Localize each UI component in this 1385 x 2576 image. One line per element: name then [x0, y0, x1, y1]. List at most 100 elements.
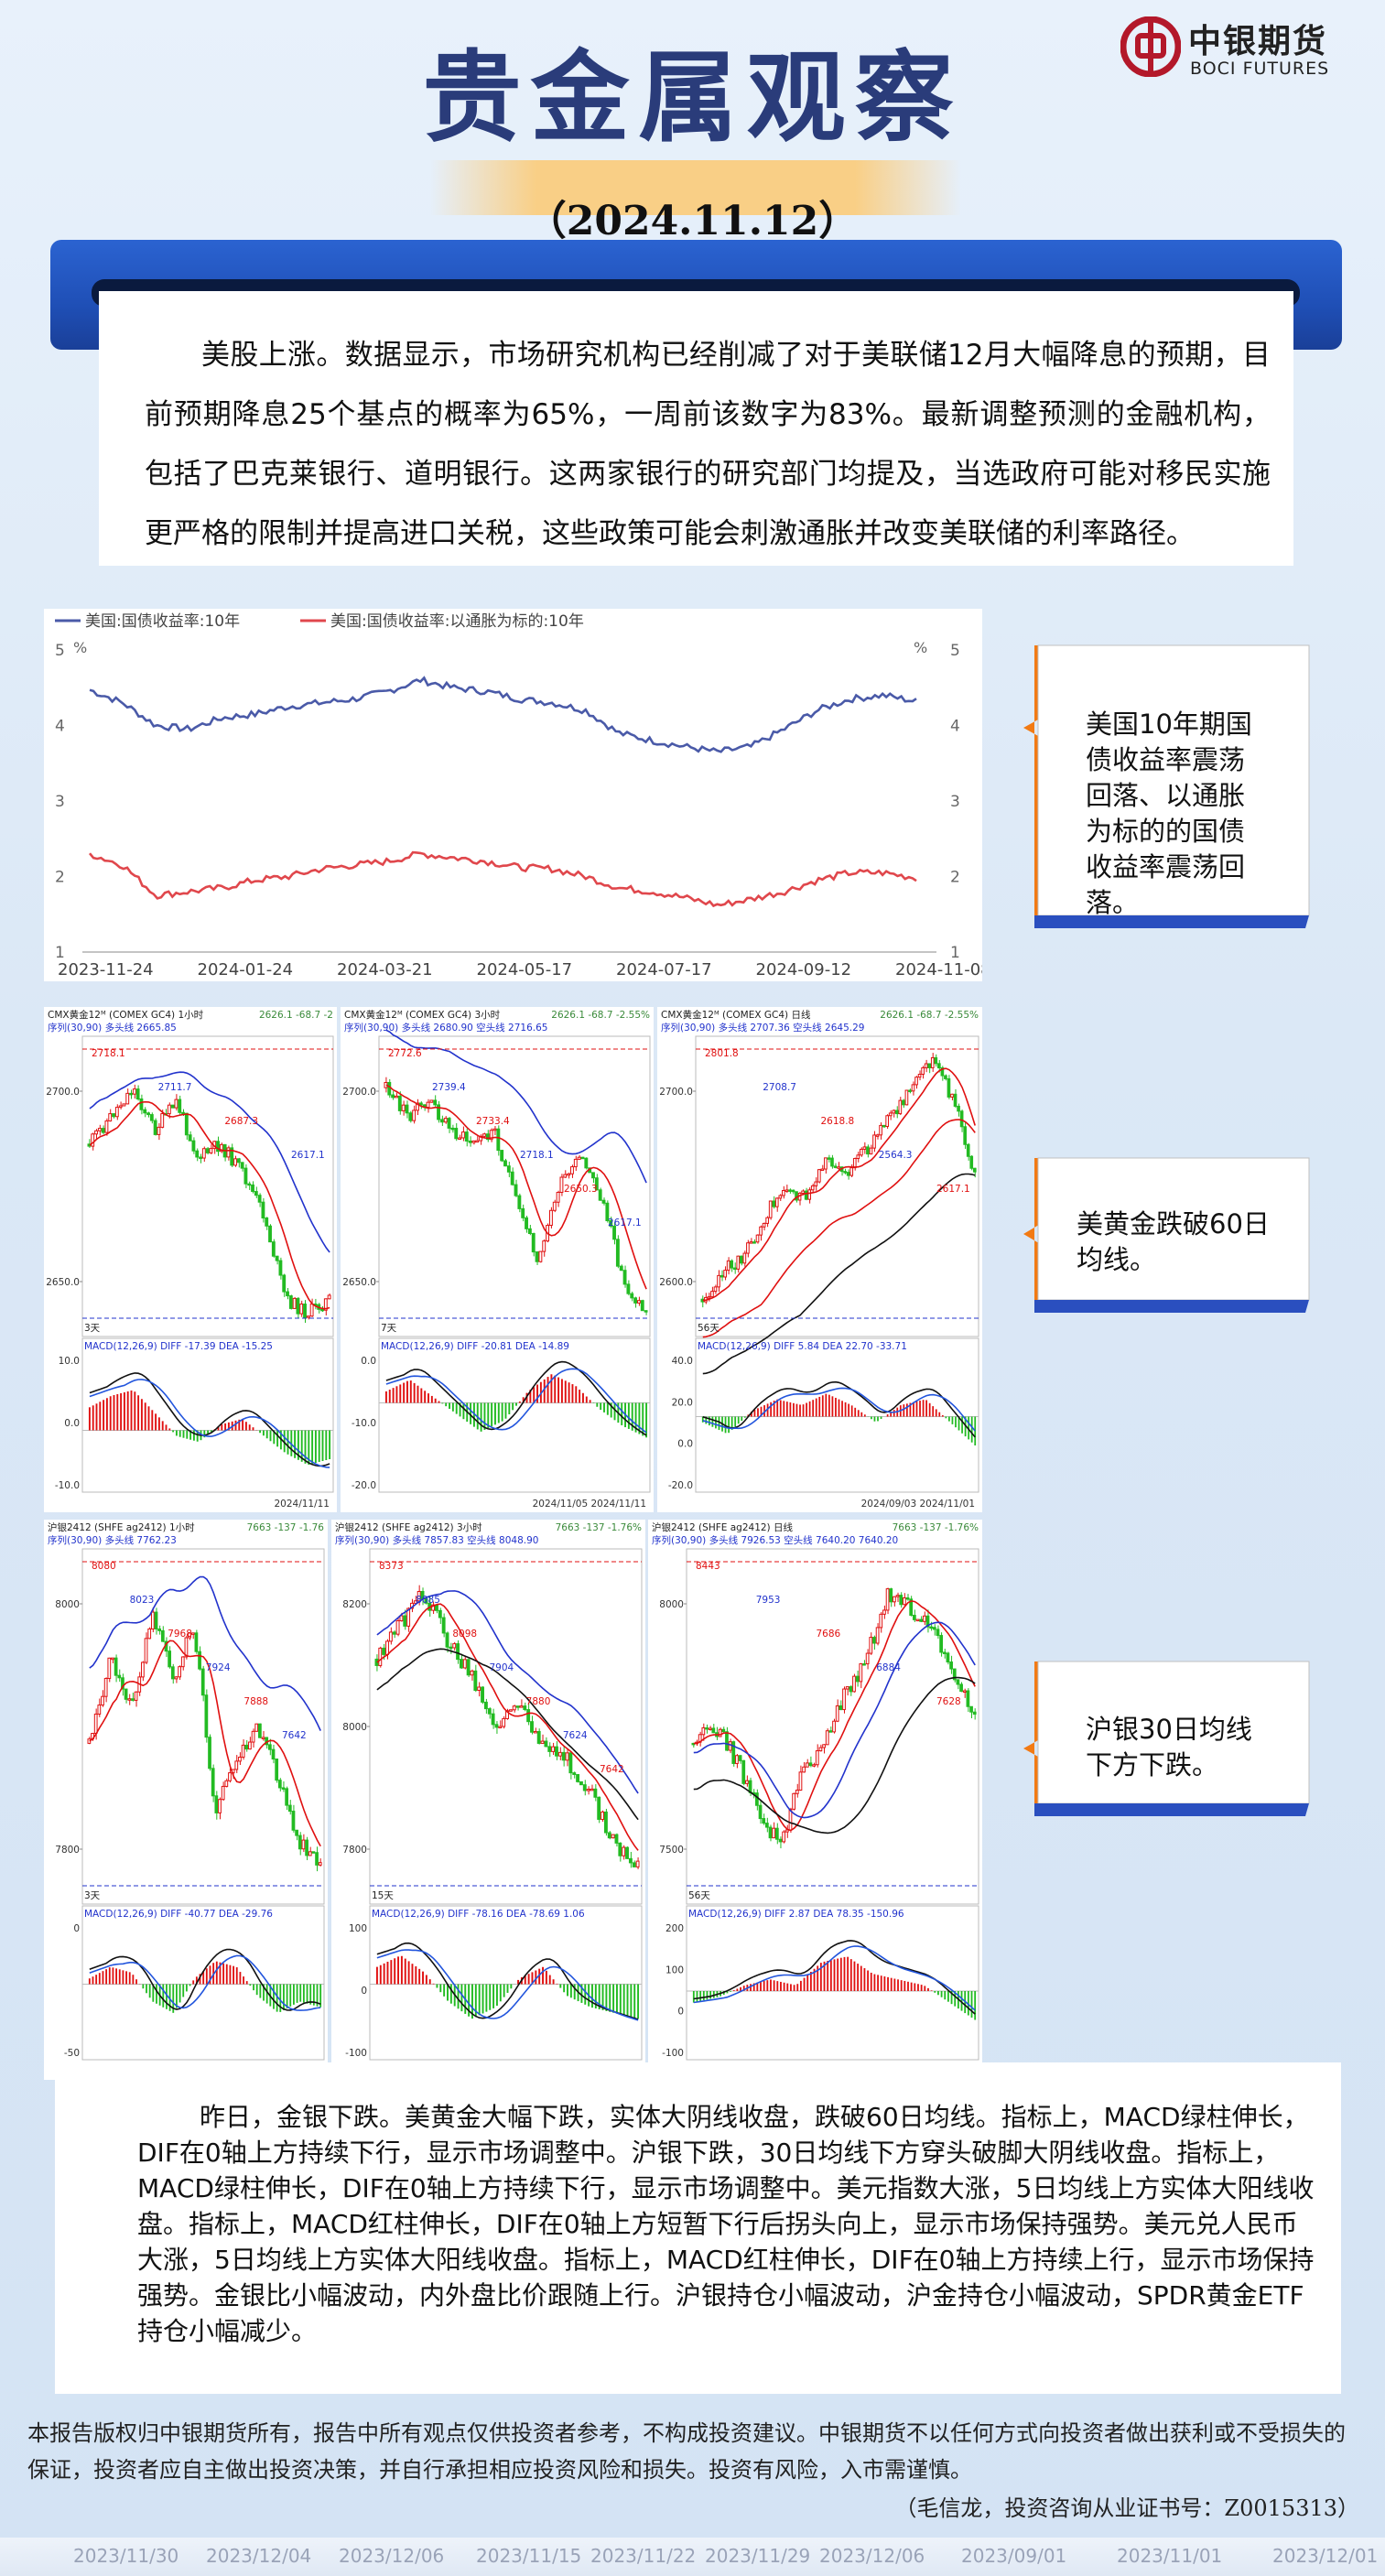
candle-body — [889, 1588, 893, 1603]
ma-blue-line — [376, 1590, 639, 1794]
candle-body — [802, 1766, 806, 1773]
candle-body — [406, 1607, 411, 1627]
candle-body — [612, 1225, 616, 1240]
candle-body — [275, 1759, 279, 1781]
candle-body — [439, 1119, 444, 1123]
macd-dif-line — [89, 1948, 321, 2011]
price-label: 7968 — [168, 1629, 192, 1640]
candle-body — [728, 1741, 732, 1751]
conclusion-text: 昨日，金银下跌。美黄金大幅下跌，实体大阴线收盘，跌破60日均线。指标上，MACD… — [137, 2102, 1315, 2346]
candle-body — [949, 1661, 953, 1670]
price-label: 8373 — [379, 1561, 404, 1572]
candle-body — [862, 1146, 867, 1150]
candle-body — [462, 1659, 467, 1669]
candle-body — [198, 1651, 201, 1670]
candle-body — [721, 1728, 726, 1733]
panel-ma-label: 序列(30,90) 多头线 2665.85 — [48, 1022, 177, 1034]
candle-body — [898, 1099, 903, 1115]
candle-body — [487, 1708, 492, 1715]
macd-tick-label: 40.0 — [672, 1356, 693, 1367]
candle-body — [856, 1154, 860, 1160]
candle-body — [924, 1063, 928, 1068]
kline-svg: 沪银2412 (SHFE ag2412) 日线 7663 -137 -1.76%序… — [652, 1521, 979, 2077]
footer-date: 2023/12/06 — [819, 2545, 925, 2567]
candle-body — [306, 1315, 310, 1318]
silver-chart-1h: 沪银2412 (SHFE ag2412) 1小时 7663 -137 -1.76 序… — [44, 1520, 328, 2080]
candle-body — [104, 1120, 109, 1133]
candle-body — [544, 1740, 548, 1748]
candle-body — [846, 1172, 850, 1176]
candle-body — [117, 1674, 122, 1679]
macd-label: MACD(12,26,9) DIFF -17.39 DEA -15.25 — [84, 1341, 273, 1352]
candle-body — [477, 1686, 482, 1691]
macd-dea-line — [702, 1387, 976, 1432]
panel-values: 2626.1 -68.7 -2.55% — [551, 1010, 650, 1021]
macd-label: MACD(12,26,9) DIFF -20.81 DEA -14.89 — [381, 1341, 569, 1352]
candle-body — [849, 1686, 853, 1693]
candle-body — [570, 1166, 574, 1174]
candle-body — [635, 1860, 640, 1867]
candle-body — [174, 1099, 179, 1109]
y-tick-label: 8000 — [55, 1599, 80, 1610]
ma-blue-line — [385, 1029, 647, 1184]
candle-body — [572, 1772, 577, 1775]
candle-body — [925, 1615, 930, 1628]
candle-body — [517, 1195, 522, 1209]
candle-body — [200, 1668, 205, 1696]
ma-red-line — [89, 1640, 321, 1847]
macd-tick-label: -50 — [64, 2048, 80, 2059]
candle-body — [292, 1297, 297, 1309]
macd-tick-label: -100 — [345, 2048, 367, 2059]
candle-body — [523, 1705, 527, 1711]
candle-body — [445, 1632, 449, 1648]
candle-body — [309, 1304, 314, 1317]
main-frame — [369, 1548, 643, 1905]
kline-svg: CMX黄金12ᴹ (COMEX GC4) 1小时 2626.1 -68.7 -2 序… — [46, 1009, 334, 1510]
candle-body — [732, 1267, 737, 1271]
candle-body — [552, 1201, 557, 1211]
candle-body — [94, 1130, 98, 1135]
candle-body — [607, 1832, 611, 1839]
candle-body — [845, 1686, 849, 1690]
candle-body — [966, 1690, 970, 1707]
price-label: 7628 — [936, 1696, 961, 1707]
candle-body — [397, 1095, 402, 1111]
silver-chart-3h: 沪银2412 (SHFE ag2412) 3小时 7663 -137 -1.76%… — [331, 1520, 645, 2080]
price-label: 2618.8 — [821, 1116, 855, 1127]
candle-body — [772, 1827, 776, 1839]
candle-body — [622, 1846, 626, 1856]
candle-body — [201, 1148, 206, 1159]
candle-body — [565, 1752, 569, 1761]
y-tick-label-right: 4 — [950, 718, 960, 736]
candle-body — [755, 1234, 760, 1243]
candle-body — [594, 1177, 599, 1191]
candle-body — [527, 1228, 532, 1235]
macd-dea-line — [89, 1379, 330, 1468]
candle-body — [875, 1134, 880, 1137]
candle-body — [580, 1156, 585, 1160]
candle-body — [636, 1300, 641, 1304]
logo-cn: 中银期货 — [1188, 23, 1328, 60]
price-label: 2708.7 — [763, 1082, 796, 1093]
footer-date: 2023/11/01 — [1117, 2545, 1223, 2567]
candle-body — [167, 1104, 171, 1115]
candle-body — [597, 1796, 601, 1820]
macd-tick-label: 100 — [665, 1964, 684, 1975]
candle-body — [216, 1141, 220, 1153]
candle-body — [894, 1109, 899, 1115]
candle-body — [141, 1661, 145, 1678]
candle-body — [530, 1721, 534, 1733]
candle-body — [745, 1780, 749, 1784]
date-highlight — [430, 160, 961, 215]
candle-body — [392, 1631, 396, 1635]
candle-body — [234, 1760, 239, 1770]
candle-body — [832, 1720, 836, 1733]
macd-tick-label: -10.0 — [55, 1480, 80, 1491]
candle-body — [969, 1705, 973, 1713]
candle-body — [226, 1147, 231, 1158]
candle-body — [742, 1252, 747, 1264]
candle-body — [131, 1698, 135, 1701]
candle-body — [895, 1595, 900, 1597]
macd-tick-label: 0.0 — [677, 1439, 693, 1450]
candle-body — [519, 1705, 524, 1708]
